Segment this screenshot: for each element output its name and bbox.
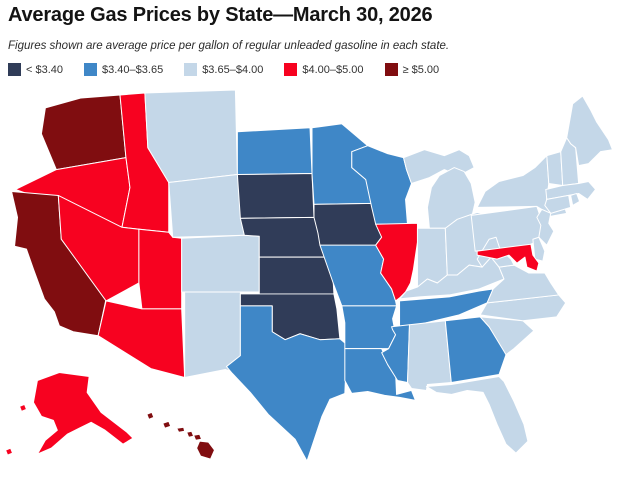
legend-label: $3.40–$3.65 [102, 63, 164, 76]
state-me [566, 95, 613, 167]
legend-label: ≥ $5.00 [402, 63, 440, 76]
subtitle: Figures shown are average price per gall… [8, 40, 450, 52]
state-hi-maui [193, 433, 203, 441]
legend-swatch-0 [8, 63, 21, 76]
state-ar [341, 305, 398, 350]
legend-label: $4.00–$5.00 [302, 63, 364, 76]
legend-swatch-2 [184, 63, 198, 76]
state-hi-oahu [162, 420, 172, 429]
legend-item-over-500: ≥ $5.00 [384, 63, 440, 76]
state-ak [32, 372, 134, 455]
state-ks [258, 256, 335, 295]
state-vt [546, 151, 564, 186]
legend-swatch-4 [384, 63, 398, 76]
state-az [97, 300, 186, 379]
state-wa [40, 94, 127, 171]
header: Average Gas Prices by State—March 30, 20… [8, 4, 618, 27]
legend-item-365-400: $3.65–$4.00 [184, 63, 263, 76]
state-hi-kauai [146, 411, 155, 420]
state-md [476, 243, 540, 272]
state-wi [351, 145, 412, 225]
state-mi [426, 167, 476, 229]
state-fl [425, 376, 529, 454]
state-de [532, 236, 546, 262]
state-ct [544, 194, 572, 214]
legend-item-340-365: $3.40–$3.65 [84, 63, 163, 76]
state-nj [536, 208, 555, 246]
state-va [486, 264, 560, 304]
state-tx [225, 305, 348, 462]
state-sd [236, 173, 315, 219]
state-ak-island [19, 403, 27, 412]
legend-label: $3.65–$4.00 [202, 63, 264, 76]
state-mi-upper [403, 149, 475, 185]
state-ut [138, 228, 183, 310]
legend-swatch-1 [84, 63, 98, 76]
state-il [375, 222, 418, 302]
legend: < $3.40 $3.40–$3.65 $3.65–$4.00 $4.00–$5… [8, 63, 439, 76]
state-ak-island [5, 447, 14, 456]
state-co [181, 234, 260, 293]
state-ri [570, 192, 581, 206]
state-wy [168, 174, 245, 238]
legend-item-400-500: $4.00–$5.00 [284, 63, 364, 76]
state-al [407, 320, 452, 391]
state-ia [313, 202, 383, 246]
state-nd [236, 127, 313, 176]
state-hi-molokai [176, 426, 186, 433]
legend-label: < $3.40 [26, 63, 64, 76]
state-hi-lanai [186, 430, 195, 438]
us-choropleth-map [0, 88, 625, 476]
legend-swatch-3 [284, 63, 298, 76]
legend-item-under-340: < $3.40 [8, 63, 63, 76]
state-hi-big-island [196, 440, 216, 460]
page-title: Average Gas Prices by State—March 30, 20… [8, 4, 433, 26]
